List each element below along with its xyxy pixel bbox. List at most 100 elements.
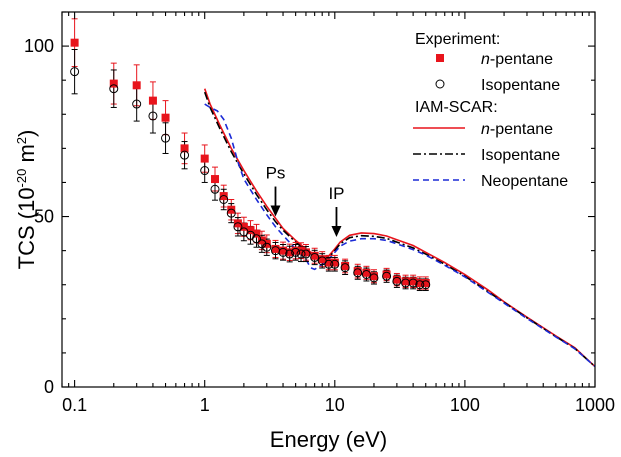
legend: Experiment:IAM-SCAR:n-pentaneIsopentanen… bbox=[413, 31, 568, 190]
data-point-isopentane bbox=[415, 280, 425, 290]
data-point-isopentane bbox=[285, 249, 295, 259]
x-tick-label: 1000 bbox=[575, 395, 615, 415]
x-tick-label: 1 bbox=[200, 395, 210, 415]
model-curves bbox=[203, 88, 595, 368]
legend-entry-italic: n bbox=[481, 51, 490, 68]
data-point-npentane bbox=[180, 144, 189, 153]
annotations: Ps IP bbox=[266, 164, 345, 237]
data-point-npentane bbox=[421, 279, 430, 288]
data-point-npentane bbox=[330, 258, 339, 267]
data-point-npentane bbox=[227, 205, 236, 214]
data-point-npentane bbox=[301, 248, 310, 257]
data-point-npentane bbox=[211, 175, 220, 184]
annotation-arrow-head bbox=[331, 226, 342, 237]
data-point-isopentane bbox=[296, 249, 306, 259]
data-point-isopentane bbox=[324, 259, 334, 269]
legend-header-model: IAM-SCAR: bbox=[415, 99, 498, 116]
data-point-isopentane bbox=[340, 263, 350, 273]
data-point-npentane bbox=[401, 277, 410, 286]
data-point-npentane bbox=[132, 81, 141, 90]
data-point-npentane bbox=[392, 275, 401, 284]
data-point-npentane bbox=[285, 248, 294, 257]
legend-header-experiment: Experiment: bbox=[415, 31, 500, 48]
legend-swatch-circle bbox=[435, 79, 445, 89]
y-axis-title: TCS (10-20 m2) bbox=[14, 130, 39, 270]
data-point-isopentane bbox=[408, 278, 418, 288]
data-point-npentane bbox=[262, 239, 271, 248]
data-point-isopentane bbox=[233, 222, 243, 232]
data-point-npentane bbox=[271, 244, 280, 253]
legend-swatch-square bbox=[436, 54, 444, 62]
data-point-isopentane bbox=[180, 150, 190, 160]
data-point-isopentane bbox=[278, 247, 288, 257]
data-point-isopentane bbox=[70, 67, 80, 77]
data-point-isopentane bbox=[382, 271, 392, 281]
data-point-npentane bbox=[161, 113, 170, 122]
data-point-npentane bbox=[239, 222, 248, 231]
legend-entry-rest: -pentane bbox=[490, 121, 553, 138]
y-axis-title-exp2: 2 bbox=[14, 137, 29, 144]
legend-entry-label: Isopentane bbox=[481, 147, 560, 164]
legend-entry-italic: n bbox=[481, 121, 490, 138]
data-point-npentane bbox=[246, 226, 255, 235]
data-point-isopentane bbox=[291, 247, 301, 257]
data-point-isopentane bbox=[210, 184, 220, 194]
data-point-npentane bbox=[362, 268, 371, 277]
data-point-npentane bbox=[279, 246, 288, 255]
data-point-npentane bbox=[382, 270, 391, 279]
data-point-npentane bbox=[70, 38, 79, 47]
data-point-isopentane bbox=[392, 276, 402, 286]
x-axis-title: Energy (eV) bbox=[270, 427, 387, 452]
y-axis-title-main: TCS (10 bbox=[14, 187, 39, 269]
y-axis-title-exp: -20 bbox=[14, 169, 29, 188]
y-tick-label: 100 bbox=[24, 36, 54, 56]
data-point-isopentane bbox=[219, 195, 229, 204]
data-point-isopentane bbox=[330, 259, 340, 269]
legend-entry-label: n-pentane bbox=[481, 121, 553, 138]
axis-ticks: 0.1 1 10 100 1000 0 50 100 bbox=[24, 11, 615, 415]
annotation-arrow-head bbox=[270, 205, 281, 217]
data-point-npentane bbox=[257, 236, 266, 245]
legend-entry-rest: -pentane bbox=[490, 51, 553, 68]
data-point-isopentane bbox=[251, 234, 261, 244]
data-point-npentane bbox=[297, 246, 306, 255]
legend-entry-label: n-pentane bbox=[481, 51, 553, 68]
data-point-npentane bbox=[200, 154, 209, 163]
data-point-isopentane bbox=[369, 273, 379, 283]
y-axis-title-mid: m bbox=[14, 144, 39, 168]
data-point-npentane bbox=[353, 267, 362, 276]
data-point-npentane bbox=[148, 96, 157, 105]
data-point-isopentane bbox=[301, 249, 311, 259]
experiment-points bbox=[70, 18, 431, 292]
data-point-npentane bbox=[415, 279, 424, 288]
data-point-isopentane bbox=[148, 111, 158, 121]
y-axis-title-close: ) bbox=[14, 130, 39, 137]
legend-entry-rest: Neopentane bbox=[481, 173, 568, 190]
legend-entry-rest: Isopentane bbox=[481, 77, 560, 94]
data-point-isopentane bbox=[361, 270, 371, 279]
data-point-isopentane bbox=[262, 242, 272, 252]
x-tick-label: 100 bbox=[450, 395, 480, 415]
data-point-npentane bbox=[324, 258, 333, 267]
data-point-npentane bbox=[233, 219, 242, 228]
x-tick-label: 10 bbox=[325, 395, 345, 415]
data-point-isopentane bbox=[132, 99, 142, 109]
annotation-label: IP bbox=[328, 184, 344, 203]
data-point-isopentane bbox=[161, 133, 171, 143]
data-point-isopentane bbox=[421, 280, 431, 290]
data-point-npentane bbox=[409, 277, 418, 286]
data-point-isopentane bbox=[310, 252, 320, 262]
y-tick-label: 0 bbox=[44, 377, 54, 397]
data-point-npentane bbox=[310, 251, 319, 260]
data-point-isopentane bbox=[353, 268, 363, 278]
data-point-isopentane bbox=[109, 84, 119, 94]
data-point-isopentane bbox=[257, 239, 267, 249]
legend-entry-rest: Isopentane bbox=[481, 147, 560, 164]
legend-entry-label: Neopentane bbox=[481, 173, 568, 190]
data-point-npentane bbox=[341, 261, 350, 270]
data-point-npentane bbox=[369, 272, 378, 281]
data-point-npentane bbox=[219, 192, 228, 201]
x-tick-label: 0.1 bbox=[62, 395, 87, 415]
y-tick-label: 50 bbox=[34, 207, 54, 227]
